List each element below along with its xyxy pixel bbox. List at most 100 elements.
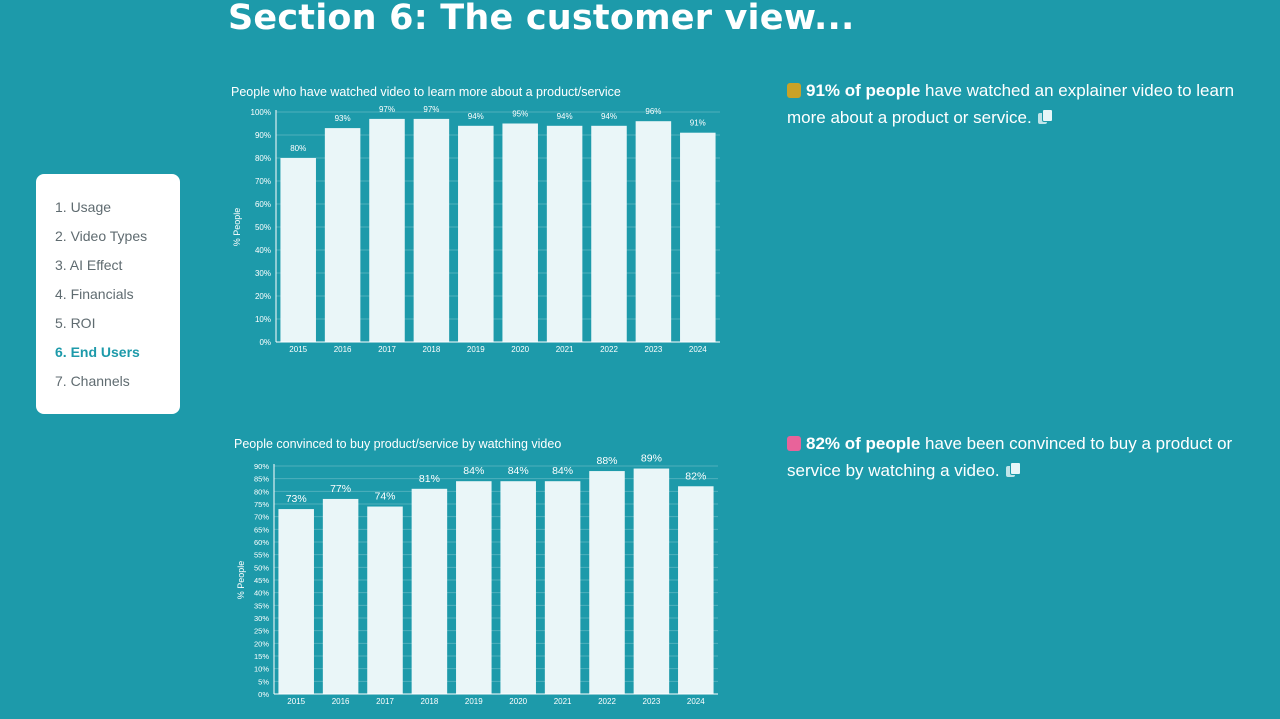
page-title: Section 6: The customer view... <box>228 0 855 38</box>
y-tick-label: 45% <box>254 576 269 585</box>
y-tick-label: 100% <box>251 108 271 117</box>
y-tick-label: 50% <box>255 223 271 232</box>
x-tick-label: 2015 <box>289 345 307 354</box>
bar-2022 <box>591 125 627 342</box>
section-nav: 1. Usage 2. Video Types 3. AI Effect 4. … <box>36 174 180 414</box>
data-label: 82% <box>685 470 706 482</box>
data-label: 95% <box>512 110 528 119</box>
y-tick-label: 20% <box>254 639 269 648</box>
y-tick-label: 0% <box>258 690 269 699</box>
stat-convinced-to-buy: 82% of people have been convinced to buy… <box>787 430 1257 484</box>
x-tick-label: 2021 <box>556 345 574 354</box>
y-axis-label: % People <box>236 561 246 600</box>
x-tick-label: 2015 <box>287 697 305 706</box>
y-tick-label: 60% <box>255 200 271 209</box>
nav-item-ai-effect[interactable]: 3. AI Effect <box>55 257 123 273</box>
data-label: 91% <box>690 119 706 128</box>
nav-item-end-users[interactable]: 6. End Users <box>55 344 140 360</box>
y-tick-label: 30% <box>254 614 269 623</box>
data-label: 84% <box>508 465 529 477</box>
y-tick-label: 80% <box>255 154 271 163</box>
chart-watched-video: People who have watched video to learn m… <box>231 85 720 354</box>
nav-item-financials[interactable]: 4. Financials <box>55 286 134 302</box>
data-label: 73% <box>286 493 307 505</box>
x-tick-label: 2022 <box>598 697 616 706</box>
data-label: 84% <box>552 465 573 477</box>
data-label: 94% <box>601 112 617 121</box>
stat-highlight: 82% of people <box>806 434 921 453</box>
x-tick-label: 2024 <box>689 345 707 354</box>
stat-text: have watched an explainer video to learn… <box>787 81 1235 127</box>
stat-text: have been convinced to buy a product or … <box>787 434 1233 480</box>
y-tick-label: 60% <box>254 538 269 547</box>
nav-item-usage[interactable]: 1. Usage <box>55 199 112 215</box>
x-tick-label: 2022 <box>600 345 618 354</box>
chart-title: People convinced to buy product/service … <box>234 437 561 451</box>
y-tick-label: 20% <box>255 292 271 301</box>
bar-2015 <box>278 509 314 694</box>
bar-2020 <box>500 481 536 694</box>
data-label: 94% <box>557 112 573 121</box>
x-tick-label: 2017 <box>378 345 396 354</box>
x-tick-label: 2023 <box>645 345 663 354</box>
nav-item-channels[interactable]: 7. Channels <box>55 373 130 389</box>
bar-2018 <box>413 118 450 343</box>
x-tick-label: 2024 <box>687 697 705 706</box>
bar-2023 <box>635 121 672 342</box>
graduation-cap-icon <box>787 83 801 98</box>
x-tick-label: 2020 <box>511 345 529 354</box>
data-label: 81% <box>419 473 440 485</box>
y-tick-label: 25% <box>254 627 269 636</box>
x-tick-label: 2017 <box>376 697 394 706</box>
bar-2023 <box>633 468 670 694</box>
bar-2024 <box>680 132 716 342</box>
nav-item-roi[interactable]: 5. ROI <box>55 315 96 331</box>
data-label: 93% <box>335 114 351 123</box>
data-label: 84% <box>463 465 484 477</box>
bar-2019 <box>456 481 492 694</box>
y-tick-label: 55% <box>254 551 269 560</box>
data-label: 77% <box>330 483 351 495</box>
bar-2020 <box>502 123 538 342</box>
x-tick-label: 2018 <box>421 697 439 706</box>
stat-highlight: 91% of people <box>806 81 921 100</box>
data-label: 97% <box>379 105 395 114</box>
copy-icon[interactable] <box>1037 109 1053 125</box>
data-label: 89% <box>641 453 662 465</box>
x-tick-label: 2016 <box>334 345 352 354</box>
x-tick-label: 2021 <box>554 697 572 706</box>
data-label: 88% <box>596 455 617 467</box>
y-tick-label: 40% <box>255 246 271 255</box>
x-tick-label: 2019 <box>465 697 483 706</box>
bar-2018 <box>411 488 448 694</box>
shopping-bags-icon <box>787 436 801 451</box>
y-tick-label: 65% <box>254 525 269 534</box>
x-tick-label: 2016 <box>332 697 350 706</box>
y-tick-label: 5% <box>258 677 269 686</box>
copy-icon[interactable] <box>1005 462 1021 478</box>
bar-2022 <box>589 471 625 694</box>
y-tick-label: 50% <box>254 563 269 572</box>
y-tick-label: 0% <box>259 338 271 347</box>
y-tick-label: 10% <box>254 665 269 674</box>
data-label: 94% <box>468 112 484 121</box>
x-tick-label: 2020 <box>509 697 527 706</box>
y-tick-label: 85% <box>254 475 269 484</box>
x-tick-label: 2019 <box>467 345 485 354</box>
bar-2021 <box>546 125 583 342</box>
y-tick-label: 40% <box>254 589 269 598</box>
nav-item-video-types[interactable]: 2. Video Types <box>55 228 148 244</box>
y-tick-label: 15% <box>254 652 269 661</box>
bar-2024 <box>678 486 714 694</box>
chart-title: People who have watched video to learn m… <box>231 85 621 99</box>
y-tick-label: 70% <box>254 513 269 522</box>
bar-2017 <box>367 506 403 694</box>
x-tick-label: 2018 <box>423 345 441 354</box>
y-tick-label: 80% <box>254 487 269 496</box>
data-label: 80% <box>290 144 306 153</box>
data-label: 96% <box>645 107 661 116</box>
stat-explainer-video: 91% of people have watched an explainer … <box>787 77 1257 131</box>
data-label: 97% <box>423 105 439 114</box>
bar-2016 <box>322 498 359 694</box>
y-axis-label: % People <box>232 208 242 247</box>
